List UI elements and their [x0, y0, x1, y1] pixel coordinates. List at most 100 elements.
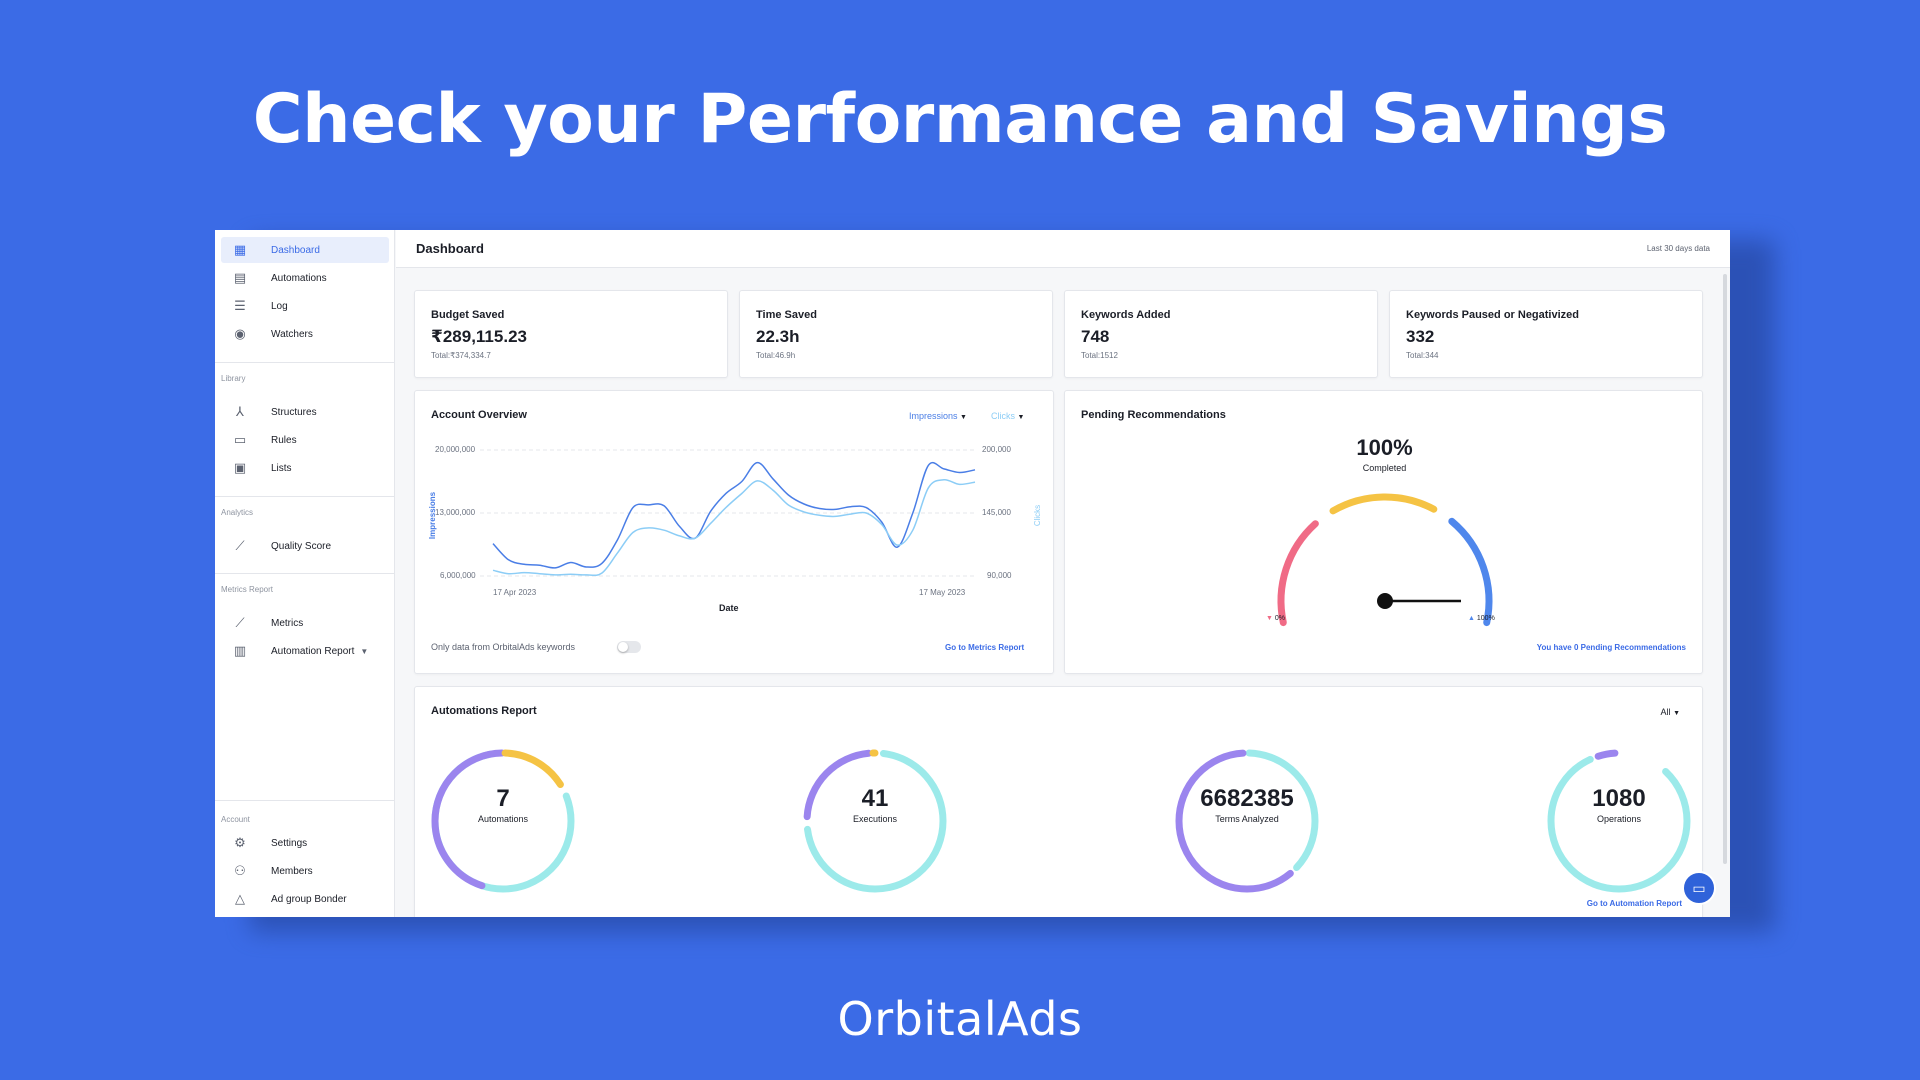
ring-caption: Executions	[852, 814, 898, 824]
impressions-dropdown[interactable]: Impressions ▼	[909, 411, 967, 421]
y-right-tick: 145,000	[982, 508, 1011, 517]
automations-report-card: Automations Report All ▼ 7 Automations 4…	[414, 686, 1703, 917]
sidebar-item-label: Automations	[271, 272, 327, 284]
scrollbar[interactable]	[1723, 274, 1727, 864]
card-title: Pending Recommendations	[1081, 409, 1226, 421]
stat-value: 332	[1406, 327, 1435, 346]
toggle-label: Only data from OrbitalAds keywords	[431, 642, 576, 652]
section-label-metrics-report: Metrics Report	[221, 585, 274, 594]
sidebar-item-log[interactable]: ☰ Log	[221, 293, 389, 319]
gauge-segment-high	[1448, 517, 1493, 627]
sidebar-item-label: Log	[271, 300, 288, 312]
ring-segment	[431, 749, 575, 893]
series-line-impressions	[492, 461, 976, 569]
chevron-down-icon: ▼	[960, 414, 967, 421]
stat-value: 748	[1081, 327, 1110, 346]
sidebar-item-dashboard[interactable]: ▦ Dashboard	[221, 237, 389, 263]
pending-recommendations-card: Pending Recommendations 100% Completed ▼…	[1064, 390, 1703, 674]
thumbs-down-icon: ▼	[1266, 615, 1273, 622]
stat-label: Keywords Paused or Negativized	[1406, 309, 1579, 321]
sidebar-item-label: Settings	[271, 837, 308, 849]
trend-icon: ⟋	[235, 538, 245, 553]
sidebar-divider	[215, 800, 395, 801]
thumbs-up-icon: ▲	[1468, 615, 1475, 622]
ring-label-terms-analyzed: 6682385 Terms Analyzed	[1177, 785, 1317, 824]
sidebar-item-label: Rules	[271, 434, 297, 446]
chat-button[interactable]: ▭	[1682, 871, 1716, 905]
sidebar-item-ad-group-bonder[interactable]: △ Ad group Bonder	[221, 886, 389, 912]
stat-card-keywords-paused: Keywords Paused or Negativized 332 Total…	[1389, 290, 1703, 378]
chevron-down-icon: ▼	[1017, 414, 1025, 421]
log-icon: ☰	[234, 298, 246, 313]
sidebar-divider	[215, 496, 395, 497]
sidebar-item-label: Dashboard	[271, 244, 320, 256]
ruler-icon: ▭	[233, 432, 247, 447]
sidebar-item-settings[interactable]: ⚙ Settings	[221, 830, 389, 856]
app-window: ▦ Dashboard ▤ Automations ☰ Log ◉ Watche…	[215, 230, 1730, 917]
y-right-tick: 90,000	[987, 571, 1012, 580]
ring-value: 41	[861, 785, 889, 812]
sidebar-item-label: Metrics	[271, 617, 304, 629]
topbar: Dashboard Last 30 days data	[396, 230, 1730, 268]
report-icon: ▥	[233, 643, 247, 658]
gauge-min: ▼ 0%	[1266, 615, 1285, 622]
stat-card-budget-saved: Budget Saved ₹289,115.23 Total:₹374,334.…	[414, 290, 728, 378]
orbitalads-keywords-toggle[interactable]	[617, 641, 641, 653]
sidebar-item-automations[interactable]: ▤ Automations	[221, 265, 389, 291]
automations-rings	[431, 749, 1691, 893]
members-icon: ⚇	[234, 863, 246, 878]
sidebar-item-quality-score[interactable]: ⟋ Quality Score	[221, 533, 389, 559]
dropdown-label: Impressions	[909, 411, 958, 421]
sidebar: ▦ Dashboard ▤ Automations ☰ Log ◉ Watche…	[215, 230, 395, 917]
section-label-account: Account	[221, 815, 250, 824]
sidebar-divider	[215, 362, 395, 363]
x-axis-label: Date	[719, 603, 739, 613]
stat-value: ₹289,115.23	[431, 327, 527, 346]
y-right-tick: 200,000	[982, 445, 1011, 454]
sidebar-item-rules[interactable]: ▭ Rules	[221, 427, 389, 453]
sidebar-item-structures[interactable]: ⅄ Structures	[221, 399, 389, 425]
y-left-tick: 13,000,000	[435, 508, 476, 517]
stat-total: Total:46.9h	[756, 351, 796, 360]
stat-value: 22.3h	[756, 327, 800, 346]
gauge-segment-mid	[1329, 493, 1438, 515]
sidebar-item-label: Automation Report	[271, 645, 355, 657]
account-overview-card: Account Overview Impressions ▼ Clicks ▼ …	[414, 390, 1054, 674]
recommendations-gauge	[1277, 493, 1493, 627]
dashboard-icon: ▦	[233, 242, 247, 257]
go-to-metrics-report-link[interactable]: Go to Metrics Report	[945, 643, 1025, 652]
sidebar-item-automation-report[interactable]: ▥ Automation Report ▼	[221, 638, 389, 664]
stat-card-time-saved: Time Saved 22.3h Total:46.9h	[739, 290, 1053, 378]
stat-label: Budget Saved	[431, 309, 505, 321]
sidebar-item-members[interactable]: ⚇ Members	[221, 858, 389, 884]
hero-title: Check your Performance and Savings	[252, 80, 1668, 159]
date-range-note: Last 30 days data	[1646, 244, 1710, 253]
go-to-automation-report-link[interactable]: Go to Automation Report	[1586, 899, 1682, 908]
sidebar-item-watchers[interactable]: ◉ Watchers	[221, 321, 389, 347]
x-tick: 17 May 2023	[919, 588, 966, 597]
ring-value: 7	[496, 785, 510, 812]
chevron-down-icon: ▼	[360, 646, 369, 656]
y-left-tick: 6,000,000	[440, 571, 476, 580]
sidebar-divider	[215, 573, 395, 574]
sidebar-item-metrics[interactable]: ⟋ Metrics	[221, 610, 389, 636]
completion-percent: 100%	[1356, 435, 1413, 460]
dropdown-label: All	[1660, 707, 1671, 717]
section-label-library: Library	[221, 374, 246, 383]
ring-label-operations: 1080 Operations	[1549, 785, 1689, 824]
sidebar-item-label: Lists	[271, 462, 292, 474]
account-overview-chart	[480, 449, 977, 577]
sidebar-item-label: Watchers	[271, 328, 313, 340]
ring-segment	[803, 749, 947, 893]
gauge-needle-hub	[1377, 593, 1393, 609]
list-icon: ▣	[233, 460, 247, 475]
pending-recommendations-link[interactable]: You have 0 Pending Recommendations	[1536, 643, 1686, 652]
ring-value: 1080	[1592, 785, 1646, 812]
stat-card-keywords-added: Keywords Added 748 Total:1512	[1064, 290, 1378, 378]
sidebar-item-lists[interactable]: ▣ Lists	[221, 455, 389, 481]
ring-segment	[1547, 749, 1691, 893]
brand-logo: OrbitalAds	[837, 992, 1083, 1046]
automations-filter-dropdown[interactable]: All ▼	[1661, 707, 1680, 717]
clicks-dropdown[interactable]: Clicks ▼	[991, 411, 1024, 421]
y-left-tick: 20,000,000	[435, 445, 476, 454]
